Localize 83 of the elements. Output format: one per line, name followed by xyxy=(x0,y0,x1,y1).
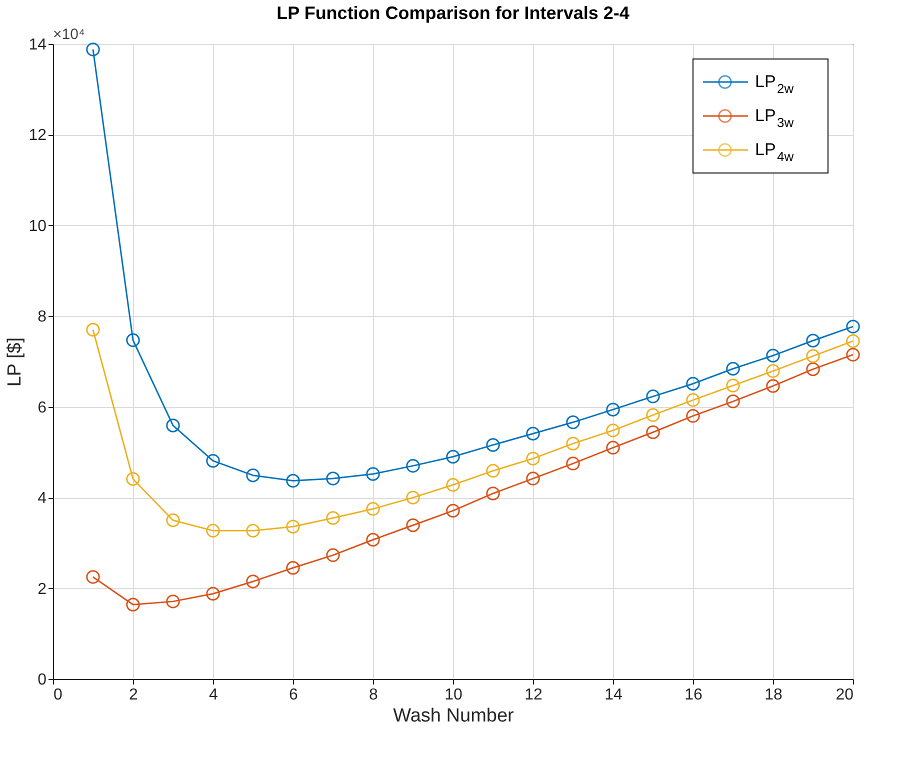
point xyxy=(326,472,340,486)
point xyxy=(606,424,620,438)
point xyxy=(646,425,660,440)
chart-title: LP Function Comparison for Intervals 2-4 xyxy=(276,3,630,23)
point xyxy=(366,467,380,481)
x-tick-label: 14 xyxy=(604,686,622,704)
y-tick-label: 14 xyxy=(28,36,47,54)
x-tick-label: 8 xyxy=(369,686,378,704)
point xyxy=(166,513,180,528)
x-tick-label: 16 xyxy=(684,686,702,704)
point xyxy=(406,518,420,532)
point xyxy=(806,334,820,348)
y-axis-title: LP [$] xyxy=(4,337,26,387)
point xyxy=(806,349,820,363)
point xyxy=(606,440,620,455)
point xyxy=(286,520,300,534)
x-tick-label: 0 xyxy=(54,686,62,704)
y-tick-label: 2 xyxy=(38,580,47,598)
point xyxy=(206,524,220,538)
y-tick-label: 0 xyxy=(38,672,47,688)
x-tick-label: 4 xyxy=(209,686,218,704)
x-tick-label: 10 xyxy=(444,686,462,704)
point xyxy=(846,348,860,362)
point xyxy=(526,472,540,486)
point xyxy=(726,362,740,376)
point xyxy=(686,376,700,391)
y-tick-label: 10 xyxy=(28,218,47,235)
point xyxy=(846,334,860,348)
point xyxy=(566,415,580,430)
point xyxy=(766,348,780,362)
point xyxy=(406,458,420,473)
point xyxy=(246,574,260,588)
point xyxy=(326,511,340,525)
x-tick-label: 6 xyxy=(289,686,298,704)
y-tick-label: 6 xyxy=(38,399,47,416)
point xyxy=(566,456,580,470)
text: ×10⁴ xyxy=(53,26,85,43)
point xyxy=(526,426,540,440)
point xyxy=(646,408,660,422)
point xyxy=(446,504,460,518)
point xyxy=(246,468,260,482)
point xyxy=(86,570,100,584)
x-axis-title: Wash Number xyxy=(393,706,515,726)
point xyxy=(126,472,140,486)
point xyxy=(126,333,140,348)
y-tick-label: 4 xyxy=(38,490,47,508)
x-tick-label: 18 xyxy=(764,686,782,704)
y-tick-label: 8 xyxy=(38,308,47,326)
x-tick-label: 12 xyxy=(524,686,542,704)
point xyxy=(366,532,380,547)
y-tick-label: 12 xyxy=(28,127,47,144)
point xyxy=(686,409,700,423)
point xyxy=(126,598,140,612)
point xyxy=(766,379,780,393)
point xyxy=(566,436,580,450)
point xyxy=(446,450,460,464)
point xyxy=(206,454,220,468)
point xyxy=(806,362,820,376)
point xyxy=(166,594,180,608)
point xyxy=(206,586,220,601)
point xyxy=(286,474,300,488)
point xyxy=(646,390,660,404)
point xyxy=(166,418,180,432)
point xyxy=(486,486,500,500)
point xyxy=(766,364,780,378)
point xyxy=(726,378,740,392)
point xyxy=(606,402,620,416)
point xyxy=(86,322,100,337)
x-tick-label: 20 xyxy=(836,686,854,704)
point xyxy=(486,438,500,452)
point xyxy=(246,524,260,538)
point xyxy=(366,502,380,516)
point xyxy=(286,561,300,575)
point xyxy=(526,452,540,466)
point xyxy=(326,548,340,562)
point xyxy=(686,393,700,407)
x-tick-label: 2 xyxy=(129,686,138,704)
point xyxy=(86,42,100,56)
point xyxy=(446,478,460,492)
point xyxy=(406,490,420,504)
point xyxy=(486,464,500,478)
point xyxy=(726,394,740,408)
point xyxy=(846,320,860,334)
